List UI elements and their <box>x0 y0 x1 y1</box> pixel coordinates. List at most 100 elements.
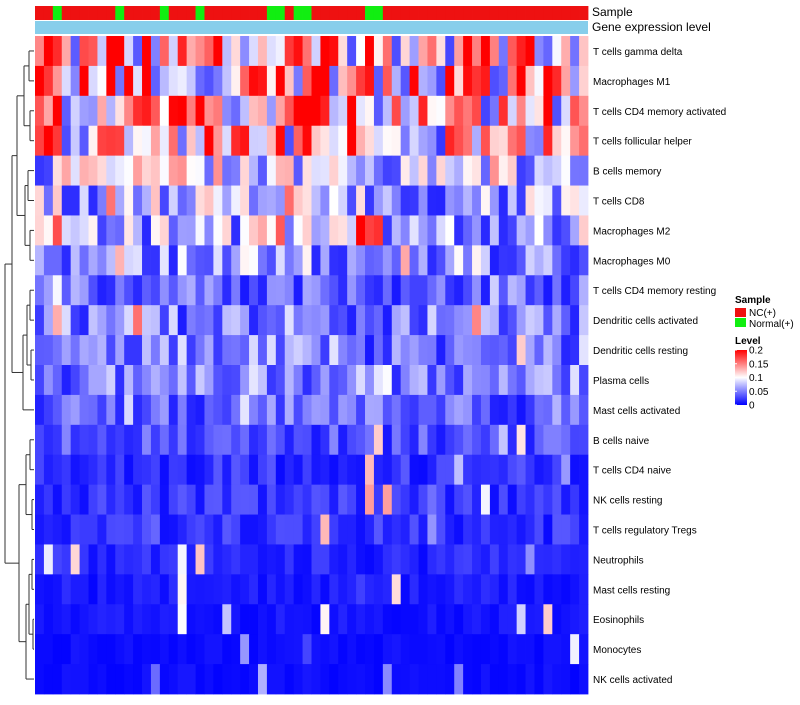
heatmap-cell <box>70 305 80 336</box>
heatmap-cell <box>516 604 526 635</box>
heatmap-cell <box>347 604 357 635</box>
heatmap-cell <box>61 305 72 336</box>
heatmap-cell <box>43 484 54 515</box>
row-label: Dendritic cells resting <box>593 346 688 357</box>
heatmap-cell <box>311 65 321 97</box>
heatmap-cell <box>507 305 518 336</box>
heatmap-cell <box>320 65 330 97</box>
heatmap-cell <box>222 125 232 157</box>
heatmap-cell <box>365 394 375 426</box>
heatmap-cell <box>97 394 107 426</box>
heatmap-cell <box>320 424 330 456</box>
heatmap-cell <box>213 664 223 695</box>
sample-annotation-cell <box>88 6 98 20</box>
heatmap-cell <box>195 574 205 605</box>
heatmap-cell <box>142 335 152 366</box>
heatmap-cell <box>284 454 295 486</box>
heatmap-cell <box>579 574 589 605</box>
heatmap-cell <box>507 95 518 127</box>
heatmap-cell <box>204 155 214 186</box>
heatmap-cell <box>427 424 437 456</box>
heatmap-cell <box>347 424 357 456</box>
heatmap-cell <box>516 125 526 157</box>
heatmap-cell <box>302 574 312 605</box>
heatmap-cell <box>43 365 54 396</box>
heatmap-cell <box>463 305 473 336</box>
heatmap-cell <box>115 125 125 157</box>
heatmap-cell <box>418 544 428 575</box>
heatmap-cell <box>35 215 45 246</box>
heatmap-cell <box>409 245 419 276</box>
heatmap-cell <box>222 365 232 396</box>
heatmap-cell <box>133 305 143 336</box>
heatmap-cell <box>168 185 179 216</box>
legend-tick-label: 0.15 <box>749 359 769 370</box>
heatmap-cell <box>150 215 161 246</box>
sample-annotation-cell <box>534 6 544 20</box>
heatmap-cell <box>480 36 491 67</box>
heatmap-cell <box>454 275 464 306</box>
heatmap-cell <box>329 36 339 67</box>
heatmap-cell <box>88 454 98 486</box>
heatmap-cell <box>222 65 232 97</box>
heatmap-cell <box>133 454 143 486</box>
sample-annotation-cell <box>302 6 312 20</box>
heatmap-cell <box>213 365 223 396</box>
heatmap-cell <box>133 65 143 97</box>
heatmap-cell <box>525 454 535 486</box>
heatmap-cell <box>552 604 562 635</box>
heatmap-cell <box>70 424 80 456</box>
heatmap-cell <box>43 215 54 246</box>
heatmap-cell <box>570 65 580 97</box>
heatmap-cell <box>293 365 303 396</box>
heatmap-cell <box>61 275 72 306</box>
heatmap-cell <box>561 36 571 67</box>
heatmap-cell <box>365 514 375 545</box>
heatmap-cell <box>52 604 63 635</box>
sample-annotation-cell <box>552 6 562 20</box>
heatmap-cell <box>418 215 428 246</box>
heatmap-cell <box>257 365 268 396</box>
row-label: Eosinophils <box>593 615 644 626</box>
heatmap-cell <box>168 305 179 336</box>
heatmap-cell <box>445 664 455 695</box>
heatmap-cell <box>311 185 321 216</box>
heatmap-cell <box>409 125 419 157</box>
sample-annotation-cell <box>445 6 455 20</box>
heatmap-cell <box>70 155 80 186</box>
heatmap-cell <box>142 604 152 635</box>
heatmap-cell <box>186 634 196 665</box>
heatmap-cell <box>275 305 286 336</box>
heatmap-cell <box>472 484 482 515</box>
heatmap-cell <box>373 155 384 186</box>
heatmap-cell <box>561 275 571 306</box>
heatmap-cell <box>293 245 303 276</box>
heatmap-cell <box>382 574 393 605</box>
heatmap-cell <box>302 365 312 396</box>
heatmap-cell <box>159 454 170 486</box>
heatmap-cell <box>159 424 170 456</box>
heatmap-cell <box>266 664 277 695</box>
heatmap-cell <box>382 484 393 515</box>
heatmap-cell <box>534 454 544 486</box>
heatmap-cell <box>302 185 312 216</box>
sample-annotation-cell <box>177 6 188 20</box>
sample-annotation-cell <box>52 6 63 20</box>
heatmap-cell <box>454 604 464 635</box>
heatmap-cell <box>382 36 393 67</box>
heatmap-cell <box>409 664 419 695</box>
heatmap-cell <box>320 245 330 276</box>
heatmap-cell <box>373 634 384 665</box>
heatmap-cell <box>427 484 437 515</box>
heatmap-cell <box>150 454 161 486</box>
heatmap-cell <box>142 125 152 157</box>
heatmap-cell <box>106 514 116 545</box>
heatmap-cell <box>293 36 303 67</box>
heatmap-cell <box>525 544 535 575</box>
heatmap-cell <box>231 604 241 635</box>
heatmap-cell <box>150 36 161 67</box>
heatmap-cell <box>231 245 241 276</box>
heatmap-cell <box>552 245 562 276</box>
heatmap-cell <box>97 574 107 605</box>
heatmap-cell <box>391 484 402 515</box>
